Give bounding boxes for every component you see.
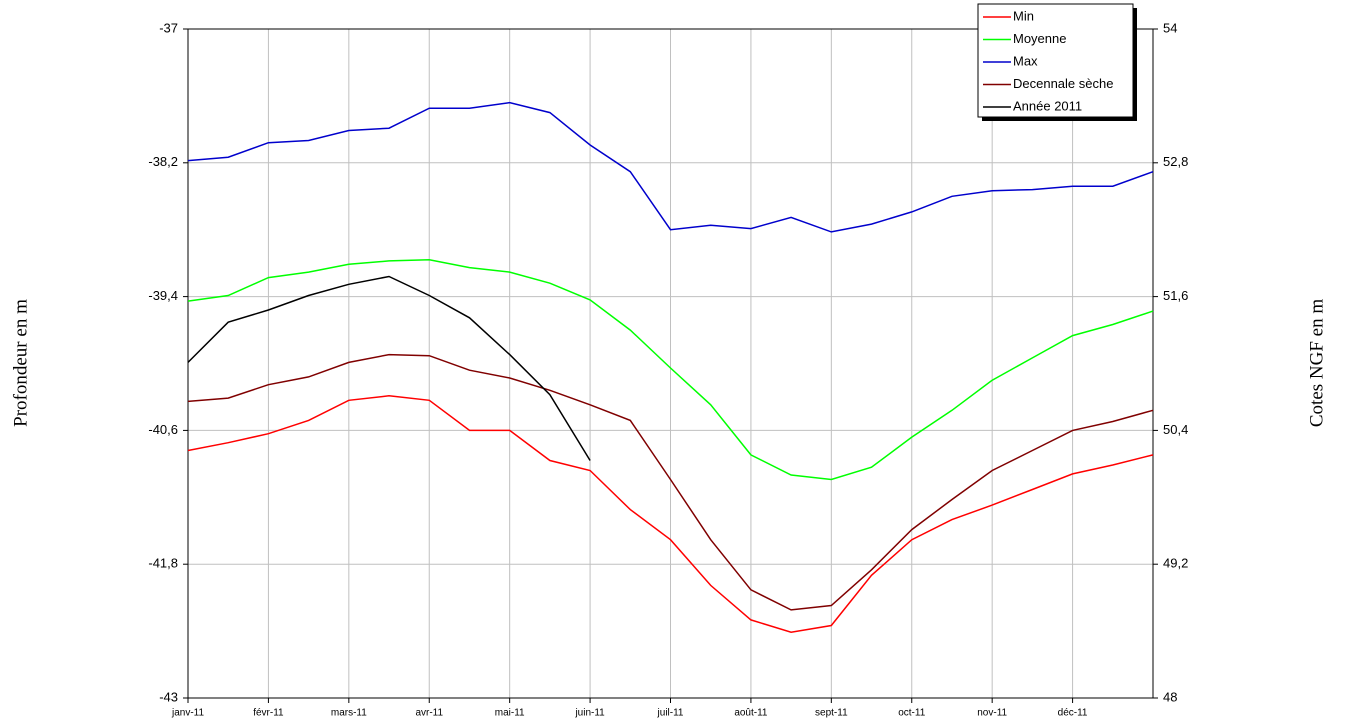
x-tick-label: juin-11: [574, 708, 605, 719]
legend-label: Moyenne: [1013, 31, 1066, 46]
y2-tick-label: 50,4: [1163, 422, 1188, 437]
x-tick-label: nov-11: [977, 708, 1007, 719]
legend-label: Min: [1013, 8, 1034, 23]
x-tick-label: mai-11: [495, 708, 525, 719]
series-line: [187, 353, 1154, 611]
y2-tick-label: 54: [1163, 20, 1177, 35]
y-tick-label: -41,8: [148, 556, 178, 571]
series-line: [187, 101, 1154, 233]
y-tick-label: -38,2: [148, 154, 178, 169]
legend: [977, 3, 1134, 118]
legend-label: Max: [1013, 53, 1038, 68]
x-tick-label: oct-11: [898, 708, 925, 719]
y2-axis-title: Cotes NGF en m: [1306, 299, 1327, 427]
y-tick-label: -37: [159, 20, 178, 35]
y-tick-label: -40,6: [148, 422, 178, 437]
y-tick-label: -43: [159, 689, 178, 704]
y2-tick-label: 52,8: [1163, 154, 1188, 169]
x-tick-label: sept-11: [815, 708, 848, 719]
x-tick-label: juil-11: [657, 708, 684, 719]
plot-border: [187, 28, 1154, 699]
x-tick-label: mars-11: [331, 708, 367, 719]
y2-tick-label: 51,6: [1163, 288, 1188, 303]
x-tick-label: août-11: [734, 708, 768, 719]
x-tick-label: févr-11: [253, 708, 284, 719]
legend-label: Decennale sèche: [1013, 76, 1113, 91]
legend-label: Année 2011: [1013, 98, 1082, 113]
y-axis-title: Profondeur en m: [10, 299, 31, 427]
y2-tick-label: 49,2: [1163, 556, 1188, 571]
y-tick-label: -39,4: [148, 288, 178, 303]
x-tick-label: déc-11: [1058, 708, 1088, 719]
series-line: [187, 259, 1154, 481]
y2-tick-label: 48: [1163, 689, 1177, 704]
x-tick-label: janv-11: [171, 708, 204, 719]
x-tick-label: avr-11: [415, 708, 443, 719]
series-line: [187, 395, 1154, 633]
series-line: [187, 275, 591, 461]
